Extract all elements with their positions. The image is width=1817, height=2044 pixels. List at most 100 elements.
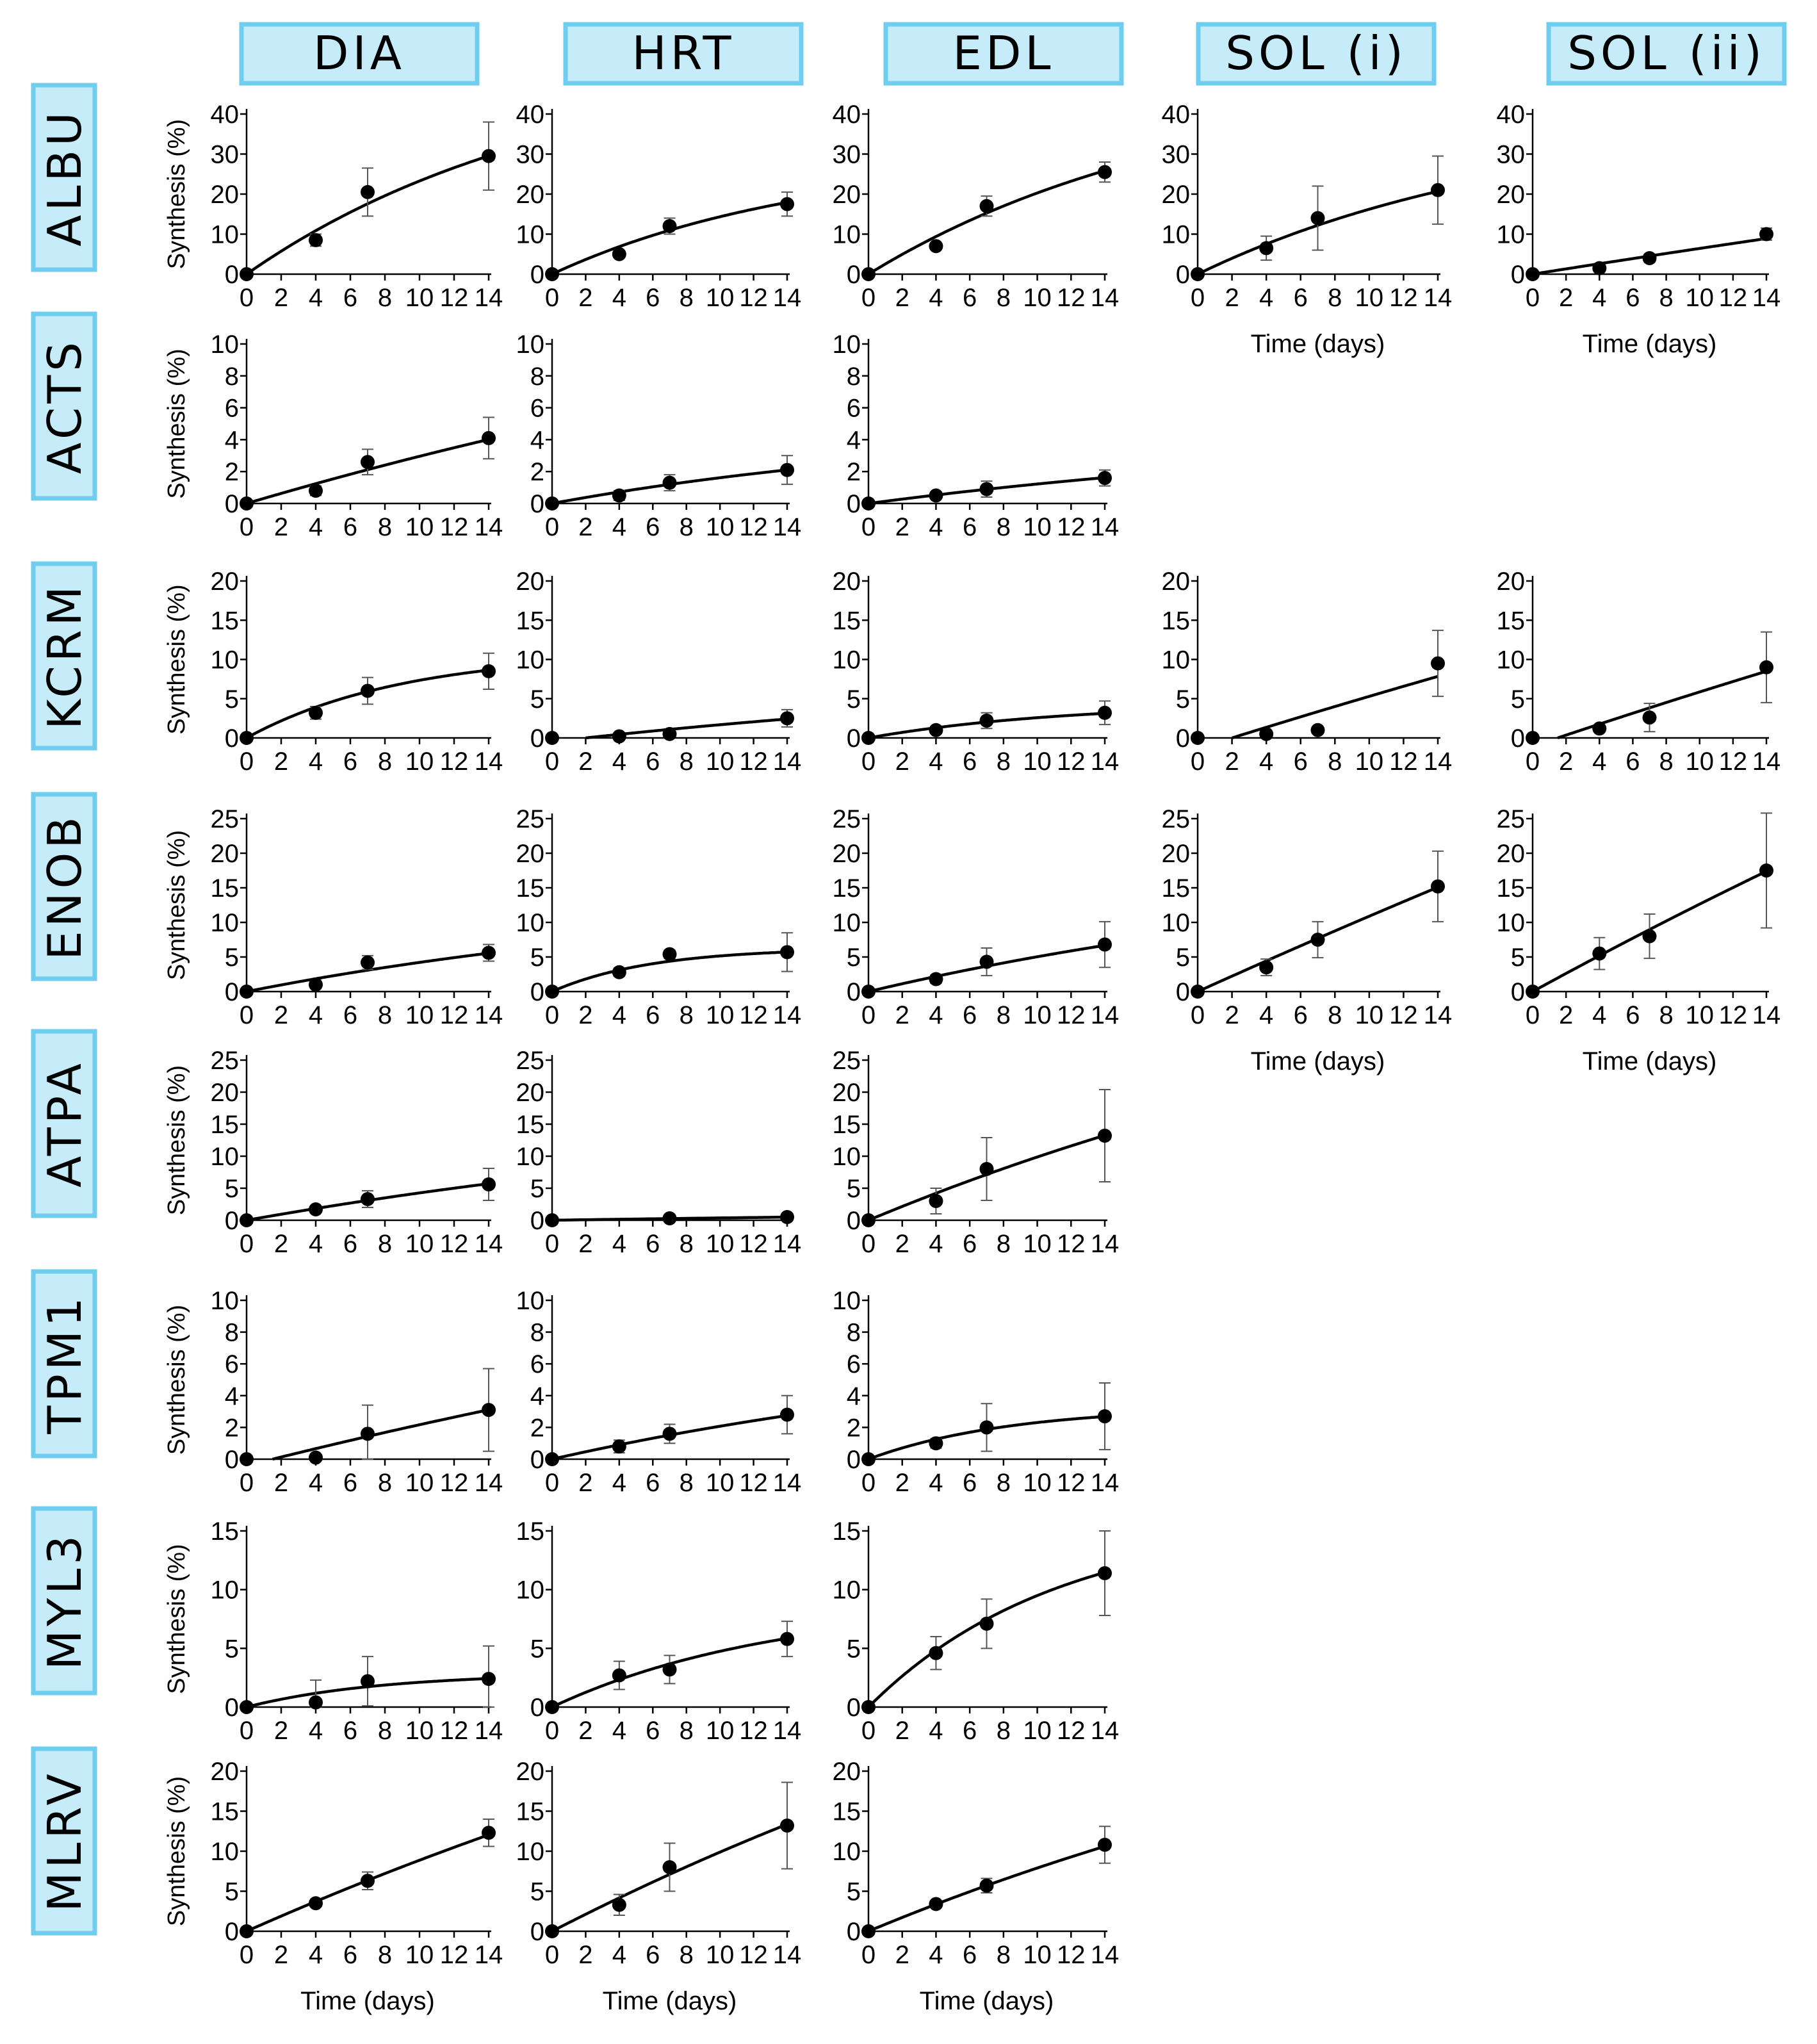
x-tick-label: 0 [240,1717,254,1745]
data-point [482,149,496,163]
x-tick-label: 0 [861,1001,876,1029]
x-tick-label: 6 [343,513,357,541]
data-point [240,985,254,999]
x-tick-label: 6 [343,284,357,312]
x-tick-label: 12 [1057,513,1086,541]
x-axis-label-unit: (days) [1645,1047,1716,1075]
x-tick-label: 12 [1057,1941,1086,1969]
fit-curve [551,951,788,993]
x-tick-label: 12 [440,1717,469,1745]
y-tick-label: 4 [530,426,544,454]
data-point [1759,227,1773,241]
y-tick-label: 0 [530,1446,544,1474]
data-point [1526,731,1540,745]
x-tick-label: 4 [1259,1001,1273,1029]
y-tick-label: 15 [516,607,545,635]
y-tick-label: 30 [1162,141,1191,169]
fit-curve [867,169,1105,275]
x-tick-label: 8 [997,1717,1011,1745]
y-tick-label: 0 [847,978,861,1006]
data-point [1431,183,1445,197]
data-point [612,488,626,503]
x-tick-label: 2 [895,284,909,312]
data-point [1526,267,1540,281]
data-point [240,1452,254,1466]
y-tick-label: 0 [1176,724,1190,753]
data-point [1310,211,1325,225]
data-point [309,977,323,992]
x-tick-label: 8 [997,1230,1011,1258]
data-point [1191,267,1205,281]
x-tick-label: 0 [240,513,254,541]
y-tick-label: 20 [833,568,861,596]
x-tick-label: 4 [612,513,626,541]
x-tick-label: 0 [240,748,254,776]
x-tick-label: 0 [240,1469,254,1497]
x-tick-label: 6 [963,1717,977,1745]
data-point [780,1210,794,1224]
x-tick-label: 12 [1057,1469,1086,1497]
data-point [482,1403,496,1418]
data-point [482,1826,496,1840]
data-point [1098,705,1112,720]
y-tick-label: 20 [833,1079,861,1107]
x-tick-label: 8 [680,748,694,776]
data-point [662,475,677,490]
x-axis-label: Time (days) [603,1987,737,2015]
data-point [240,267,254,281]
y-tick-label: 20 [833,840,861,868]
y-tick-label: 10 [516,646,545,675]
y-tick-label: 20 [516,181,545,209]
x-tick-label: 8 [680,1941,694,1969]
x-tick-label: 2 [274,513,288,541]
y-tick-label: 15 [833,1517,861,1546]
x-tick-label: 6 [963,1469,977,1497]
y-tick-label: 0 [530,1207,544,1235]
x-tick-label: 0 [240,284,254,312]
x-tick-label: 12 [739,1941,768,1969]
x-tick-label: 14 [1752,1001,1781,1029]
x-tick-label: 2 [274,748,288,776]
x-tick-label: 14 [773,1469,802,1497]
x-tick-label: 10 [1023,284,1052,312]
data-point [780,462,794,477]
data-point [482,430,496,445]
x-tick-label: 4 [929,1941,943,1969]
x-tick-label: 0 [240,1941,254,1969]
y-tick-label: 2 [530,458,544,486]
x-tick-label: 14 [773,513,802,541]
data-point [1098,471,1112,486]
data-point [309,233,323,247]
data-point [1642,929,1657,944]
x-tick-label: 8 [997,1469,1011,1497]
x-tick-label: 2 [578,1469,592,1497]
x-tick-label: 8 [997,284,1011,312]
y-tick-label: 15 [516,1517,545,1546]
x-tick-label: 6 [646,284,660,312]
column-header-sol-ii: SOL (ii) [1546,22,1787,86]
y-tick-label: 0 [847,261,861,289]
data-point [929,239,943,254]
x-tick-label: 10 [706,1469,735,1497]
row-header-atpa: ATPA [31,1029,97,1218]
data-point [662,726,677,741]
data-point [1098,1838,1112,1852]
data-point [929,972,943,986]
x-tick-label: 4 [929,748,943,776]
y-tick-label: 20 [211,1758,240,1786]
column-header-label: DIA [313,26,405,80]
x-tick-label: 14 [773,284,802,312]
y-tick-label: 15 [833,607,861,635]
x-tick-label: 10 [1685,748,1714,776]
y-tick-label: 15 [211,1111,240,1139]
data-point [662,1860,677,1874]
x-tick-label: 8 [997,1001,1011,1029]
x-tick-label: 8 [378,748,392,776]
data-point [1259,960,1274,975]
